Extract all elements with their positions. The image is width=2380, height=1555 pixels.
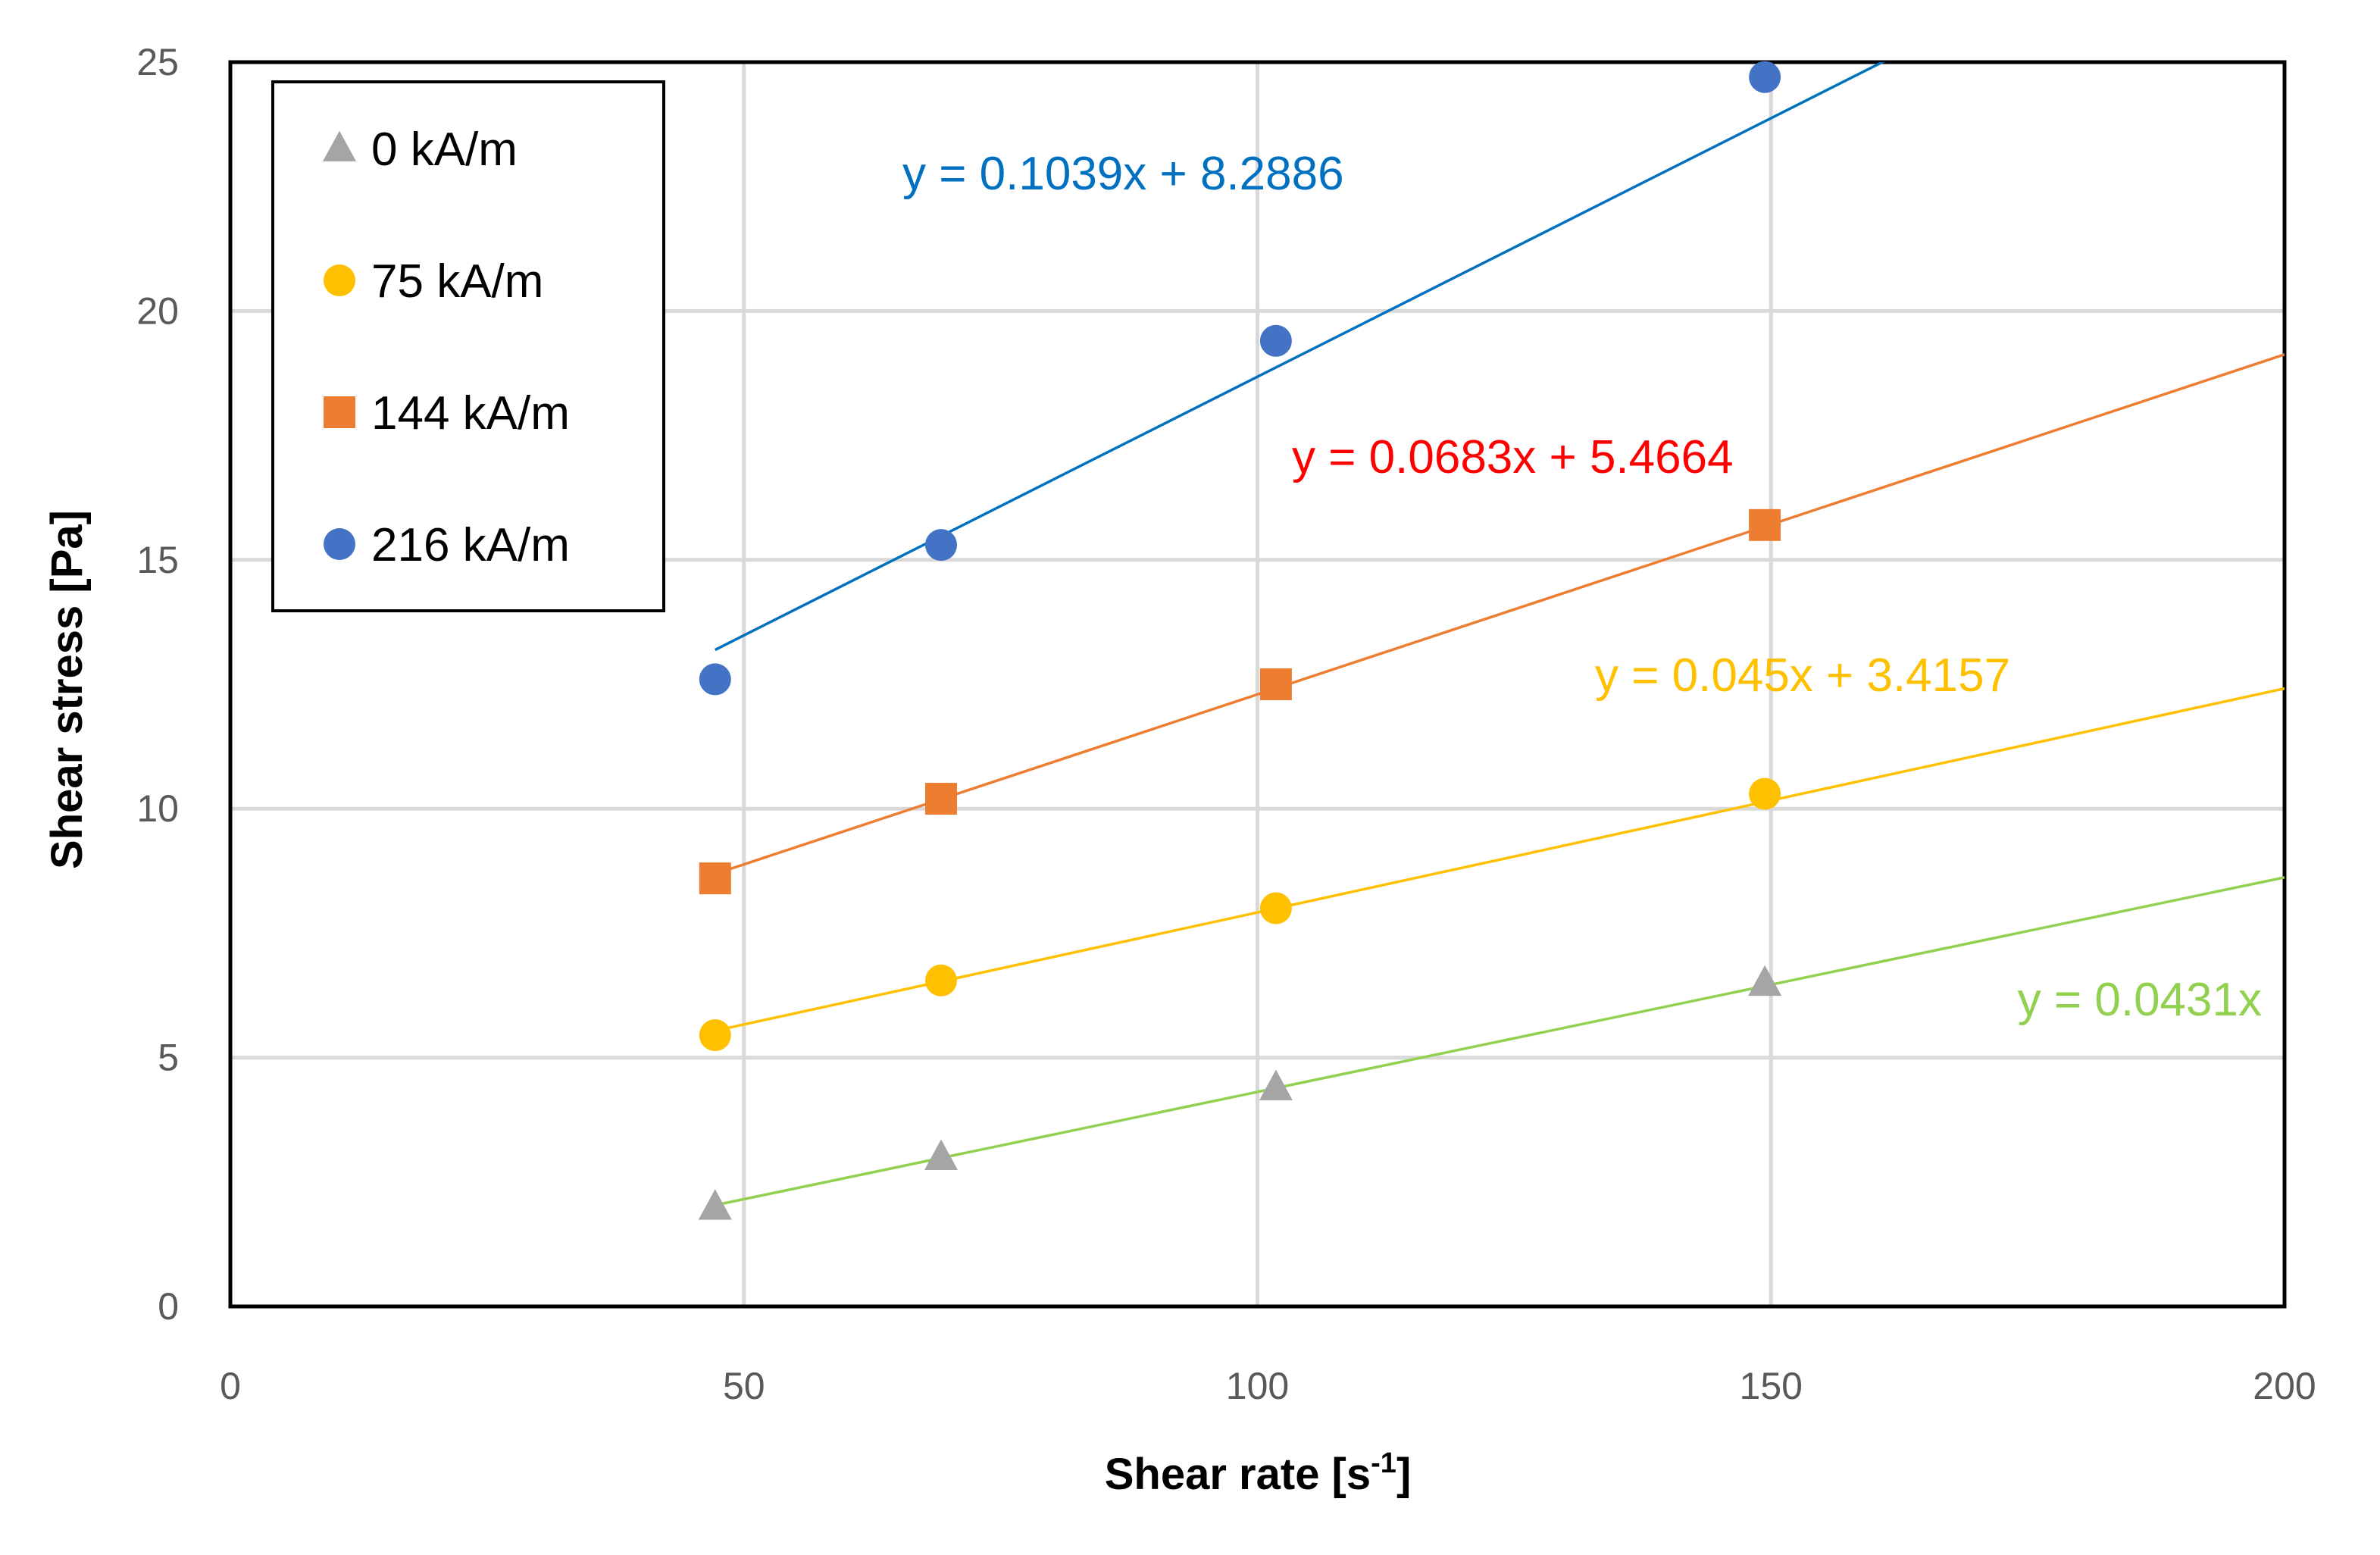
plot-area-border [228,60,2287,1309]
y-tick-label: 5 [158,1037,179,1079]
x-tick-label: 150 [1740,1365,1803,1407]
data-point [1749,61,1781,93]
y-tick-label: 25 [136,41,179,83]
trendline-equation: y = 0.0431x [2018,974,2262,1026]
data-point [699,1019,731,1052]
legend-marker [324,528,355,560]
legend-label: 75 kA/m [371,255,543,308]
legend-marker [324,264,355,296]
data-point [924,1139,959,1170]
trendline [715,876,2285,1207]
trendline-equations: y = 0.0431x y = 0.045x + 3.4157 y = 0.0683… [902,148,2262,1026]
data-point [925,964,958,997]
trendline-equation: y = 0.1039x + 8.2886 [902,148,1344,200]
legend: 0 kA/m 75 kA/m 144 kA/m 216 kA/m [271,80,665,612]
data-point [699,663,731,696]
legend-label: 216 kA/m [371,519,570,571]
x-tick-label: 100 [1226,1365,1289,1407]
x-tick-label: 200 [2253,1365,2316,1407]
data-point [1259,892,1292,925]
x-axis-ticks: 0 50 100 150 200 [220,1365,2316,1407]
legend-label: 144 kA/m [371,387,570,440]
y-tick-label: 0 [158,1285,179,1328]
data-point [698,1189,732,1220]
data-markers [698,61,1782,1220]
y-axis-title: Shear stress [Pa] [42,510,92,869]
trendline [715,687,2285,1032]
trendlines [715,62,2285,1207]
legend-marker [324,396,355,428]
data-point [1259,668,1292,700]
data-point [1749,508,1781,541]
legend-marker [322,130,357,162]
trendline [715,62,1886,652]
data-point [699,862,731,895]
y-axis-ticks: 0 5 10 15 20 25 [136,41,179,1328]
x-axis-title: Shear rate [s-1] [1105,1447,1412,1499]
trendline [715,353,2285,875]
y-tick-label: 20 [136,289,179,332]
legend-box [271,80,665,612]
x-tick-label: 0 [220,1365,241,1407]
data-point [925,529,958,562]
trendline-equation: y = 0.045x + 3.4157 [1595,649,2010,702]
y-tick-label: 10 [136,787,179,830]
x-tick-label: 50 [723,1365,765,1407]
data-point [925,783,958,815]
data-point [1259,1069,1293,1101]
data-point [1259,324,1292,357]
data-point [1749,778,1781,810]
y-tick-label: 15 [136,539,179,581]
legend-label: 0 kA/m [371,124,518,176]
trendline-equation: y = 0.0683x + 5.4664 [1292,431,1734,483]
data-point [1748,965,1782,997]
